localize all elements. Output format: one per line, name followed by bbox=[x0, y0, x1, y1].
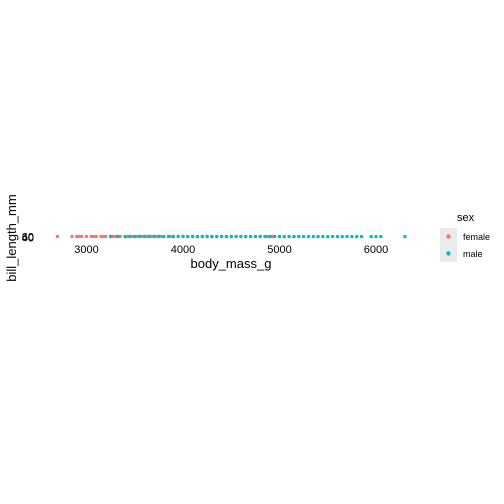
data-point-male bbox=[321, 234, 325, 239]
data-point-male bbox=[219, 234, 224, 239]
legend: sex female male bbox=[440, 212, 490, 262]
data-point-male bbox=[403, 234, 407, 239]
legend-title: sex bbox=[457, 212, 475, 224]
x-tick-label: 3000 bbox=[74, 244, 98, 256]
legend-label-female: female bbox=[463, 232, 490, 242]
x-axis-title: body_mass_g bbox=[191, 256, 272, 271]
data-point-male bbox=[224, 234, 229, 239]
data-point-male bbox=[330, 234, 335, 239]
data-point-male bbox=[369, 234, 373, 239]
data-point-female bbox=[84, 234, 89, 239]
data-point-female bbox=[80, 234, 84, 239]
data-point-female bbox=[101, 234, 106, 239]
data-point-male bbox=[239, 234, 243, 239]
data-point-male bbox=[244, 234, 248, 239]
data-point-male bbox=[176, 234, 180, 239]
data-point-male bbox=[345, 234, 349, 239]
data-point-male bbox=[108, 234, 113, 239]
legend-label-male: male bbox=[463, 249, 483, 259]
data-point-male bbox=[350, 234, 354, 239]
data-point-male bbox=[181, 234, 185, 239]
legend-key-male bbox=[446, 251, 451, 256]
data-point-male bbox=[186, 234, 190, 239]
data-point-male bbox=[355, 234, 359, 239]
data-point-male bbox=[147, 234, 151, 239]
data-point-male bbox=[133, 234, 137, 239]
data-point-male bbox=[297, 234, 301, 239]
data-point-female bbox=[94, 234, 98, 239]
data-point-male bbox=[335, 234, 340, 239]
data-point-male bbox=[359, 234, 364, 239]
data-point-female bbox=[99, 234, 103, 239]
data-point-female bbox=[70, 234, 74, 239]
data-point-male bbox=[253, 234, 258, 239]
data-point-female bbox=[140, 234, 144, 239]
data-point-male bbox=[166, 234, 171, 239]
y-tick-label: 60 bbox=[22, 232, 34, 244]
data-point-male bbox=[248, 234, 253, 239]
data-point-male bbox=[137, 234, 142, 239]
data-point-male bbox=[282, 234, 286, 239]
data-point-female bbox=[104, 234, 108, 239]
points-layer bbox=[55, 234, 407, 239]
data-point-male bbox=[234, 234, 238, 239]
data-point-male bbox=[326, 234, 330, 239]
data-point-male bbox=[306, 234, 311, 239]
data-point-male bbox=[116, 234, 120, 239]
data-point-male bbox=[152, 234, 156, 239]
data-point-female bbox=[130, 234, 134, 239]
data-point-male bbox=[157, 234, 161, 239]
data-point-male bbox=[263, 234, 267, 239]
data-point-male bbox=[374, 234, 378, 239]
data-point-female bbox=[135, 234, 139, 239]
data-point-male bbox=[268, 234, 272, 239]
x-tick-label: 6000 bbox=[364, 244, 388, 256]
data-point-female bbox=[111, 234, 115, 239]
data-point-male bbox=[229, 234, 233, 239]
data-point-male bbox=[292, 234, 296, 239]
data-point-female bbox=[89, 234, 94, 239]
data-point-male bbox=[210, 234, 214, 239]
data-point-male bbox=[273, 234, 277, 239]
data-point-male bbox=[200, 234, 204, 239]
data-point-female bbox=[145, 234, 149, 239]
y-tick-label: 40 bbox=[22, 233, 34, 245]
data-point-female bbox=[55, 234, 60, 239]
data-point-female bbox=[75, 234, 79, 239]
data-point-female bbox=[77, 234, 82, 239]
data-point-male bbox=[287, 234, 291, 239]
y-tick-label: 50 bbox=[22, 232, 34, 244]
x-tick-label: 4000 bbox=[171, 244, 195, 256]
data-point-male bbox=[379, 234, 383, 239]
data-point-male bbox=[205, 234, 209, 239]
data-point-female bbox=[118, 234, 123, 239]
x-tick-labels: 3000 4000 5000 6000 bbox=[74, 244, 388, 256]
data-point-male bbox=[316, 234, 320, 239]
data-point-male bbox=[311, 234, 315, 239]
data-point-male bbox=[142, 234, 147, 239]
data-point-male bbox=[277, 234, 282, 239]
data-point-male bbox=[191, 234, 195, 239]
data-point-male bbox=[195, 234, 200, 239]
data-point-male bbox=[123, 234, 127, 239]
data-point-female bbox=[149, 234, 154, 239]
data-point-female bbox=[169, 234, 173, 239]
y-tick-labels: 60 50 40 bbox=[22, 232, 34, 245]
data-point-male bbox=[340, 234, 344, 239]
data-point-male bbox=[171, 234, 176, 239]
data-point-male bbox=[128, 234, 132, 239]
legend-key-female bbox=[446, 234, 451, 239]
data-point-female bbox=[113, 234, 118, 239]
x-tick-label: 5000 bbox=[267, 244, 291, 256]
data-point-male bbox=[301, 234, 306, 239]
data-point-male bbox=[162, 234, 166, 239]
data-point-male bbox=[215, 234, 219, 239]
data-point-female bbox=[265, 234, 270, 239]
data-point-female bbox=[270, 234, 274, 239]
data-point-male bbox=[258, 234, 262, 239]
y-axis-title: bill_length_mm bbox=[4, 194, 19, 281]
data-point-female bbox=[92, 234, 96, 239]
